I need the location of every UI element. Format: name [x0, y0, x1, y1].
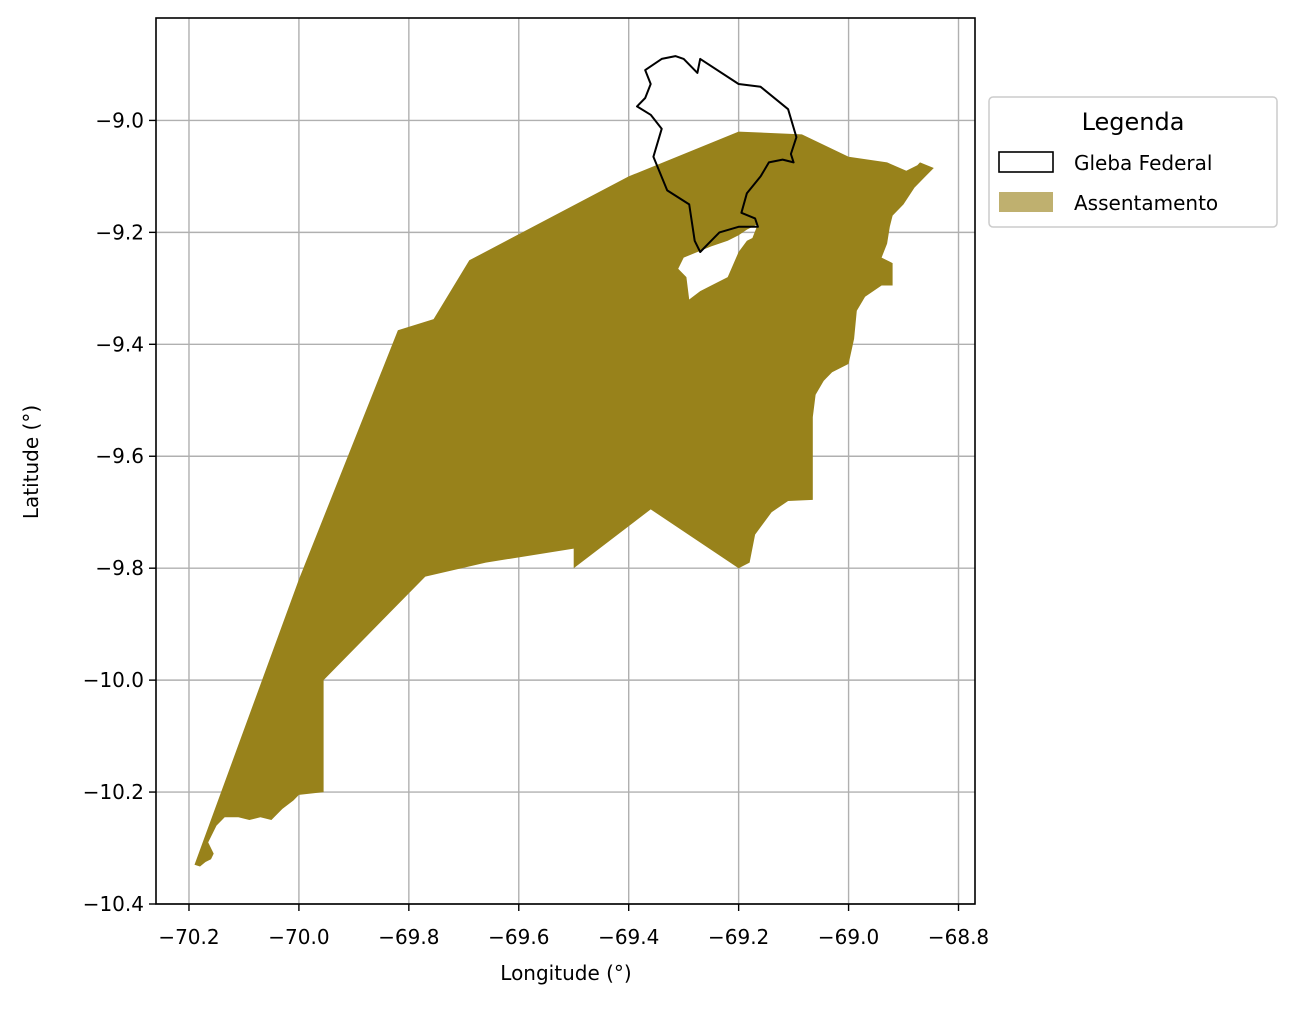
- x-tick-label-7: −68.8: [928, 925, 989, 949]
- y-tick-label-1: −9.2: [95, 220, 144, 244]
- y-tick-label-5: −10.0: [83, 668, 144, 692]
- legend-title: Legenda: [1082, 108, 1185, 136]
- x-tick-label-2: −69.8: [378, 925, 439, 949]
- y-tick-label-4: −9.8: [95, 556, 144, 580]
- plot-area-frame: [155, 17, 976, 905]
- y-tick-label-0: −9.0: [95, 108, 144, 132]
- x-tick-label-0: −70.2: [158, 925, 219, 949]
- y-tick-label-2: −9.4: [95, 332, 144, 356]
- legend: Legenda Gleba Federal Assentamento: [988, 96, 1278, 228]
- y-tick-label-6: −10.2: [83, 780, 144, 804]
- y-tick-label-7: −10.4: [83, 892, 144, 916]
- legend-label-assentamento: Assentamento: [1074, 191, 1218, 215]
- legend-swatch-assentamento: [999, 192, 1053, 212]
- y-axis-label: Latitude (°): [19, 405, 43, 519]
- polygon-assentamento: [194, 131, 934, 867]
- legend-label-gleba-federal: Gleba Federal: [1074, 151, 1212, 175]
- polygon-gleba-federal: [636, 55, 798, 253]
- x-tick-label-1: −70.0: [268, 925, 329, 949]
- legend-frame: [988, 96, 1278, 228]
- x-tick-label-5: −69.2: [708, 925, 769, 949]
- x-axis-label: Longitude (°): [500, 961, 631, 985]
- polygon-layers: [194, 55, 934, 867]
- x-tick-label-3: −69.6: [488, 925, 549, 949]
- y-tick-label-3: −9.6: [95, 444, 144, 468]
- x-tick-label-4: −69.4: [598, 925, 659, 949]
- legend-swatch-gleba-federal: [998, 151, 1054, 173]
- x-tick-label-6: −69.0: [818, 925, 879, 949]
- axis-ticks: −70.2 −70.0 −69.8 −69.6 −69.4 −69.2 −69.0 −68.8…: [83, 108, 989, 949]
